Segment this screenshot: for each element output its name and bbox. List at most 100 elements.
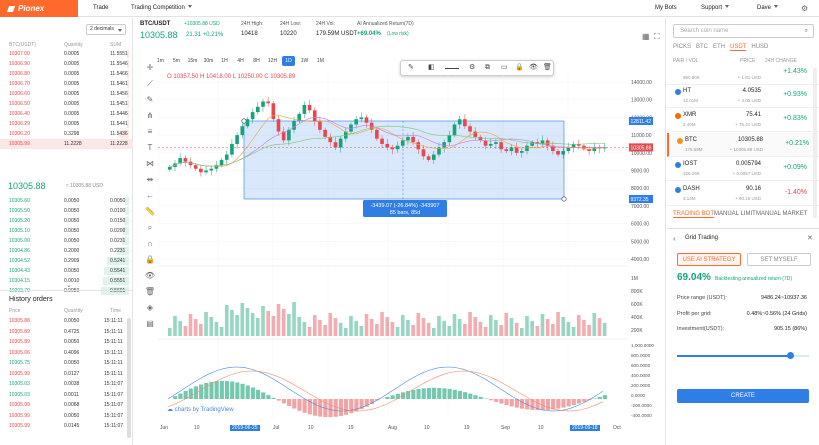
coin-list-scrollbar[interactable] — [813, 68, 817, 218]
interval-1M[interactable]: 1M — [317, 58, 324, 64]
bid-row[interactable]: 10304.86 0.2000 0.2231 — [0, 246, 133, 256]
trend-line-icon[interactable]: ⟋ — [147, 79, 153, 88]
bid-row[interactable]: 10305.20 0.0050 0.0150 — [0, 216, 133, 226]
investment-slider[interactable] — [677, 355, 809, 357]
zoom-icon[interactable]: ⌕ — [147, 223, 153, 232]
fib-icon[interactable]: ≡ — [147, 127, 153, 136]
candle — [287, 129, 291, 141]
market-tab-husd[interactable]: HUSD — [751, 44, 769, 50]
interval-1W[interactable]: 1W — [300, 58, 309, 64]
trash-icon[interactable]: 🗑 — [144, 287, 156, 296]
grid-trading-back-icon[interactable]: ‹ — [673, 234, 676, 243]
coin-row[interactable]: DASH 3.14M 90.16 + 90.16 USD -1.40% — [667, 182, 819, 206]
ask-row[interactable]: 10306.20 0.3298 11.5436 — [0, 129, 133, 139]
market-tab-eth[interactable]: ETH — [713, 44, 726, 50]
interval-1m[interactable]: 1m — [157, 58, 164, 64]
magnet-icon[interactable]: ∩ — [147, 239, 153, 248]
gear-icon[interactable]: ⚙ — [801, 4, 809, 13]
ruler-icon[interactable]: 📏 — [145, 207, 155, 216]
measure-icon[interactable]: ⇹ — [146, 175, 154, 184]
text-style-icon[interactable]: ▭ — [501, 64, 508, 71]
crosshair-icon[interactable]: ✛ — [146, 63, 154, 72]
bot-tab-1[interactable]: MANUAL LIMIT — [714, 211, 756, 217]
bid-row[interactable]: 10304.43 0.0050 0.5541 — [0, 266, 133, 276]
market-tab-picks[interactable]: PICKS — [673, 44, 692, 50]
set-myself-button[interactable]: SET MYSELF — [747, 253, 811, 266]
interval-1H[interactable]: 1H — [221, 58, 228, 64]
nav-trade[interactable]: Trade — [93, 5, 109, 11]
fill-icon[interactable]: ◧ — [428, 64, 435, 71]
nav-user-menu[interactable]: Dave — [757, 0, 779, 17]
bid-row[interactable]: 10305.60 0.0050 0.0050 — [0, 196, 133, 206]
measure-handle[interactable] — [561, 196, 567, 202]
layout-icon[interactable]: ▦ — [642, 32, 650, 41]
chevron-down-icon[interactable]: ⌄ — [66, 282, 72, 289]
pattern-icon[interactable]: ⋈ — [146, 159, 154, 168]
eye-icon[interactable]: 👁 — [529, 64, 538, 71]
interval-5m[interactable]: 5m — [173, 58, 180, 64]
bid-row[interactable]: 10304.15 0.0010 0.5551 — [0, 276, 133, 286]
nav-support[interactable]: Support — [701, 0, 730, 17]
bid-row[interactable]: 10305.00 0.0050 0.0231 — [0, 236, 133, 246]
ask-row[interactable]: 10306.60 0.0005 11.5456 — [0, 89, 133, 99]
bid-row[interactable]: 10305.10 0.0050 0.0200 — [0, 226, 133, 236]
interval-15m[interactable]: 15m — [187, 58, 198, 64]
volume-bar — [473, 317, 478, 336]
text-icon[interactable]: T — [147, 143, 153, 152]
layers-icon[interactable]: ◈ — [146, 303, 154, 312]
calendar-icon[interactable]: ▤ — [146, 319, 154, 328]
ask-row[interactable]: 10306.80 0.0005 11.5466 — [0, 69, 133, 79]
volume-tick: 800K — [631, 289, 643, 295]
history-scrollbar[interactable] — [127, 318, 131, 438]
history-time: 15:11:11 — [104, 360, 123, 366]
back-arrow-icon[interactable]: ← — [146, 191, 154, 200]
bid-row[interactable]: 10303.70 0.0050 0.5601 — [0, 286, 133, 296]
settings-icon[interactable]: ⚙ — [469, 64, 476, 71]
ask-row[interactable]: 10305.99 11.2228 11.2228 — [0, 139, 133, 149]
use-ai-strategy-button[interactable]: USE AI STRATEGY — [677, 253, 741, 266]
copy-icon[interactable]: ⧉ — [485, 64, 490, 71]
bot-tab-0[interactable]: TRADING BOT — [673, 211, 715, 218]
ask-row[interactable]: 10306.70 0.0005 11.5461 — [0, 79, 133, 89]
bid-row[interactable]: 10304.52 0.2909 0.5241 — [0, 256, 133, 266]
coin-search-input[interactable]: Search coin name ⌕ — [673, 24, 814, 38]
ask-row[interactable]: 10306.50 0.0005 11.5451 — [0, 99, 133, 109]
coin-row[interactable]: HT 12.01M 4.0535 + 4.05 USD +0.93% — [667, 84, 819, 108]
interval-8H[interactable]: 8H — [253, 58, 260, 64]
ask-row[interactable]: 10306.40 0.0005 11.5446 — [0, 109, 133, 119]
bid-row[interactable]: 10305.50 0.0050 0.0100 — [0, 206, 133, 216]
bot-tab-2[interactable]: MANUAL MARKET — [756, 211, 808, 217]
investment-slider-handle[interactable] — [787, 352, 795, 359]
nav-my-bots[interactable]: My Bots — [655, 5, 677, 11]
create-button[interactable]: CREATE — [677, 389, 809, 403]
ask-row[interactable]: 10307.00 0.0005 11.5551 — [0, 49, 133, 59]
lock-icon[interactable]: 🔒 — [145, 255, 155, 264]
fullscreen-icon[interactable]: ⛶ — [654, 32, 660, 41]
coin-row[interactable]: IOST 326.29K 0.005794 + 0.0057 USD +0.09% — [667, 157, 819, 181]
eye-icon[interactable]: 👁 — [144, 271, 156, 280]
macd-bar — [442, 388, 447, 399]
market-tab-usdt[interactable]: USDT — [730, 44, 747, 51]
coin-row[interactable]: 960.80K + 1.81 USD +1.43% — [667, 61, 819, 85]
trash-icon[interactable]: 🗑 — [543, 64, 552, 71]
ask-row[interactable]: 10306.90 0.0005 11.5546 — [0, 59, 133, 69]
line-style-icon[interactable] — [445, 68, 459, 69]
ask-row[interactable]: 10306.29 0.0005 11.5441 — [0, 119, 133, 129]
macd-bar — [504, 399, 509, 406]
decimals-select[interactable]: 2 decimals — [86, 24, 126, 35]
coin-row[interactable]: BTC 179.59M 10305.88 + 10305.88 USD +0.21% — [667, 132, 819, 157]
interval-4H[interactable]: 4H — [237, 58, 244, 64]
coin-row[interactable]: XMR 2.40M 75.41 + 75.41 USD +0.83% — [667, 108, 819, 132]
pen-icon[interactable]: ✎ — [408, 64, 414, 71]
interval-12H[interactable]: 12H — [267, 58, 278, 64]
interval-1D[interactable]: 1D — [282, 56, 295, 66]
brush-icon[interactable]: ✎ — [146, 95, 154, 104]
lock-icon[interactable]: 🔒 — [515, 64, 524, 71]
interval-30m[interactable]: 30m — [203, 58, 214, 64]
pionex-logo[interactable]: Pionex — [0, 0, 78, 17]
market-tab-btc[interactable]: BTC — [696, 44, 709, 50]
close-icon[interactable]: ✕ — [807, 235, 813, 242]
nav-trading-competition[interactable]: Trading Competition — [131, 0, 192, 17]
pitchfork-icon[interactable]: ⋔ — [146, 111, 154, 120]
